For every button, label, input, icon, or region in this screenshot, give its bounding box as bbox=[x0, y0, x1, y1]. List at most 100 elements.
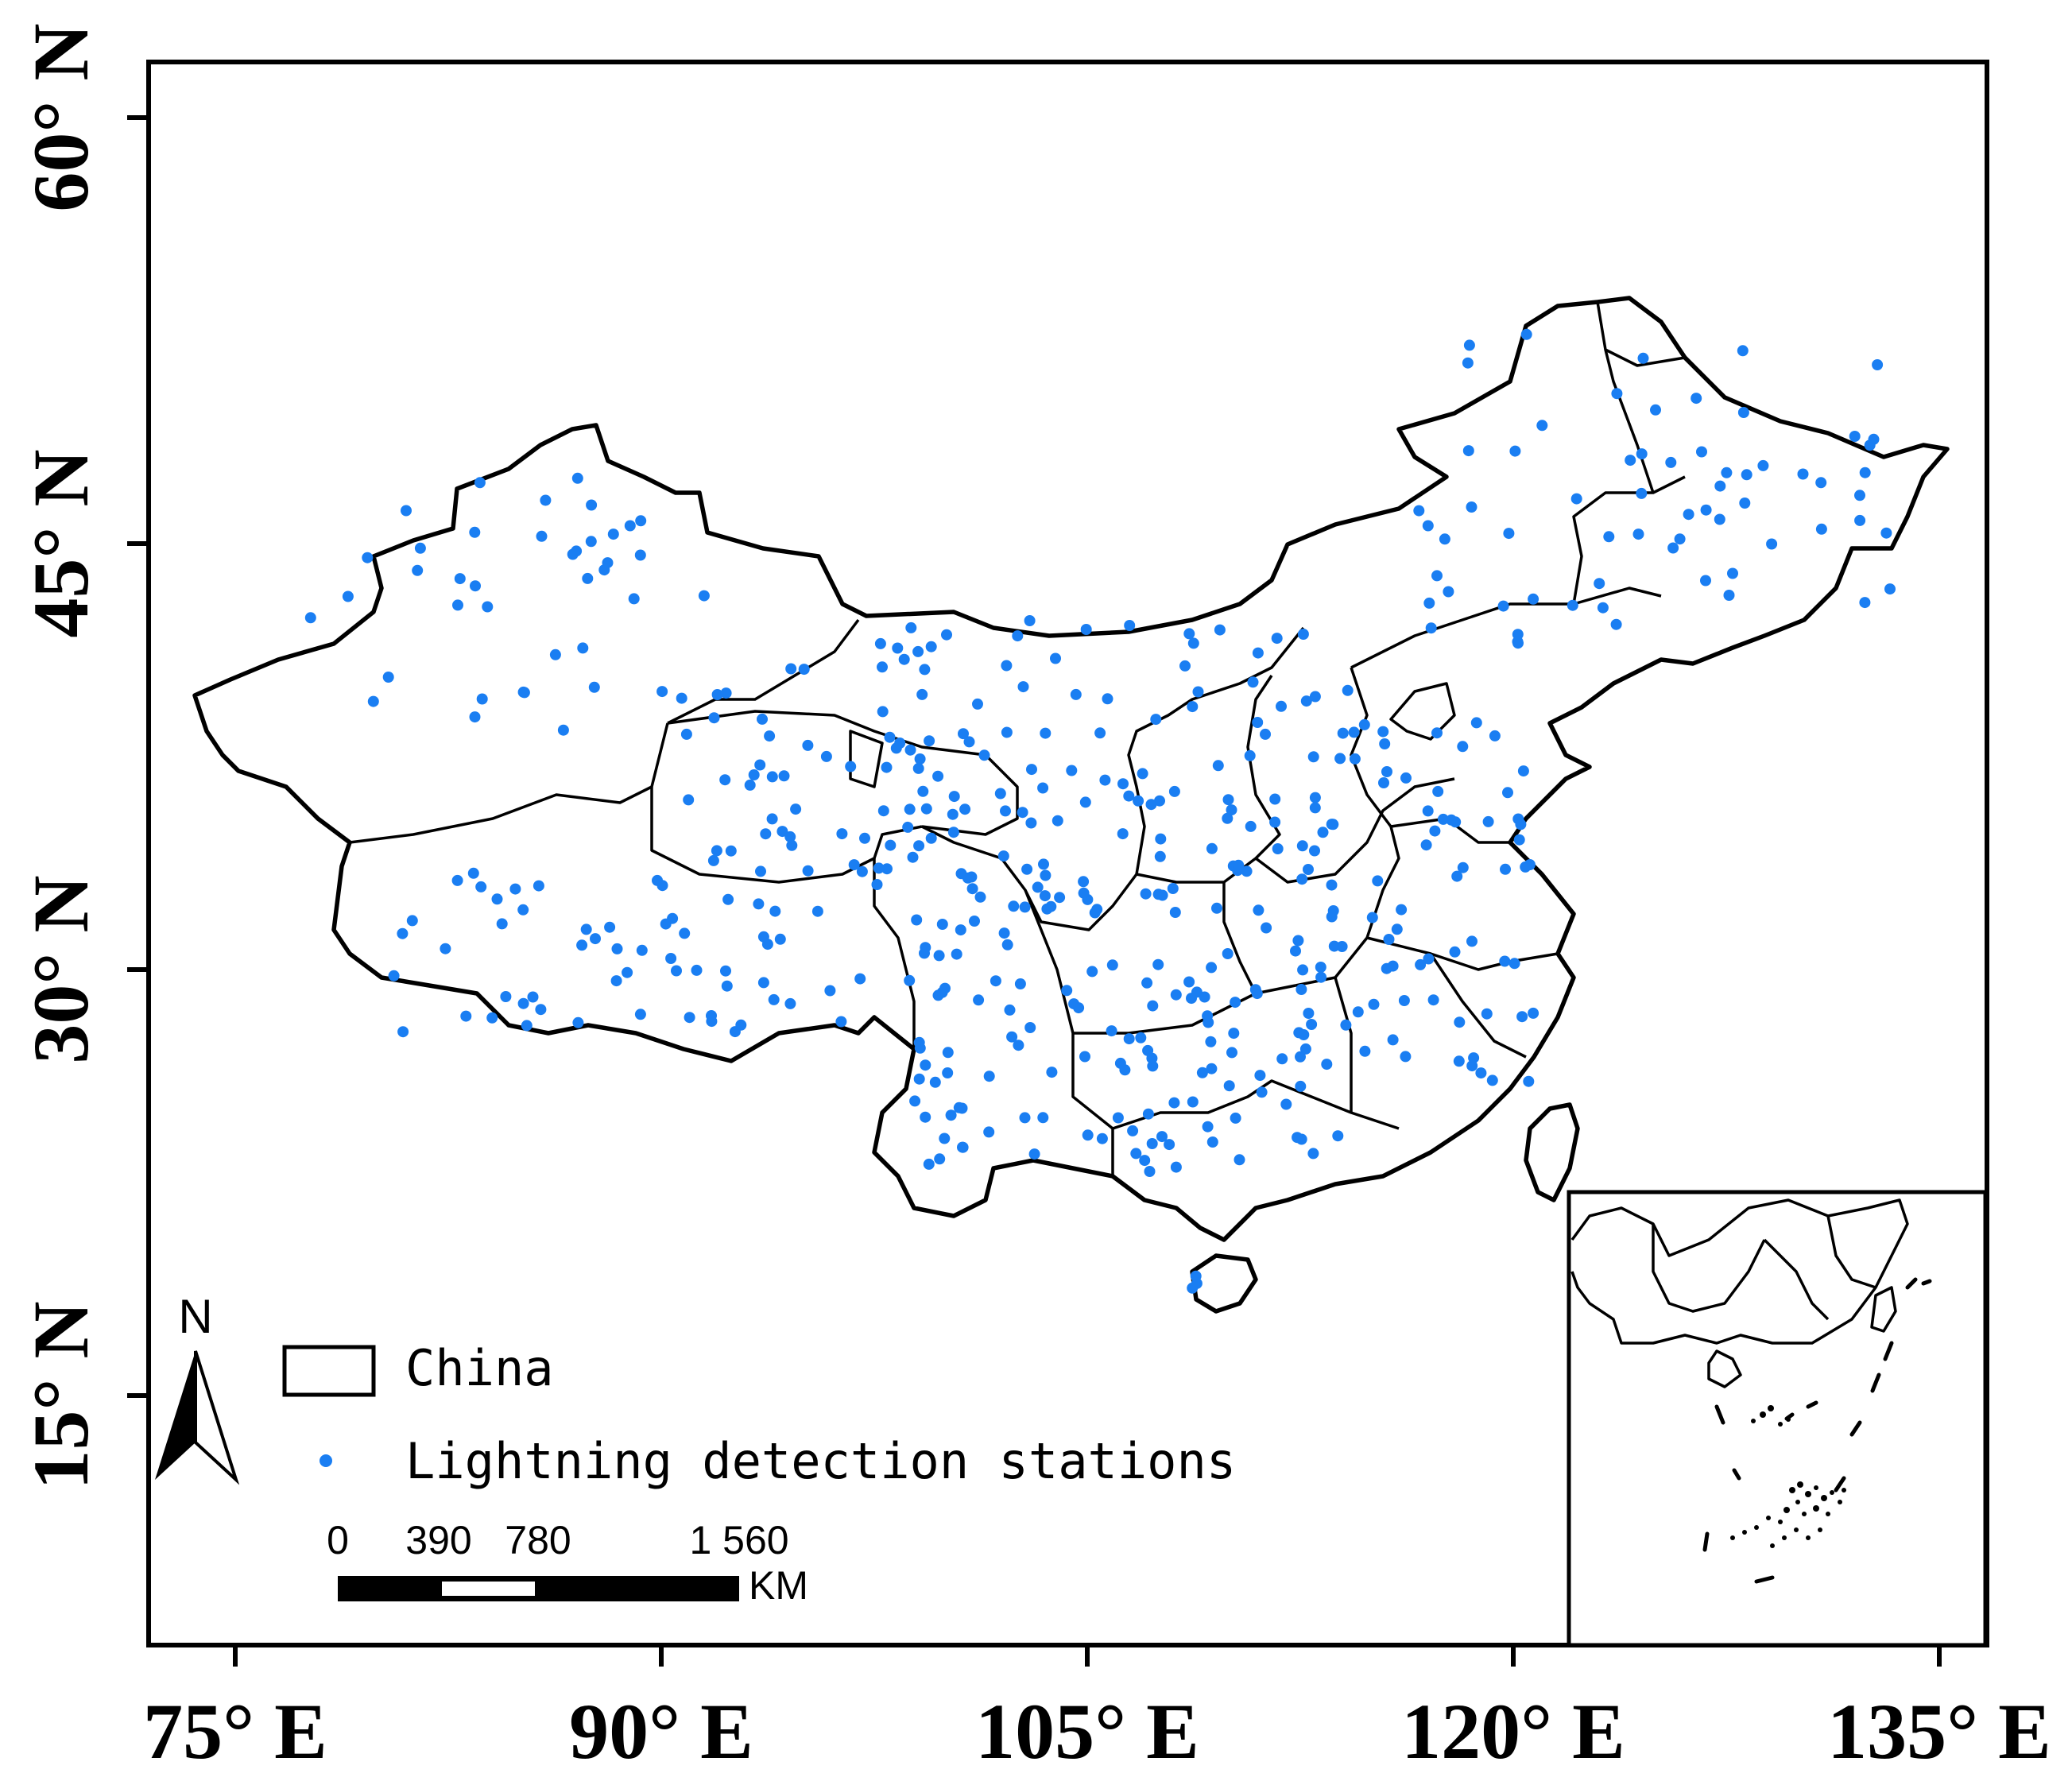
station-point bbox=[1124, 620, 1136, 631]
station-point bbox=[1241, 865, 1253, 877]
station-point bbox=[1714, 480, 1726, 492]
station-point bbox=[778, 770, 790, 782]
station-point bbox=[451, 874, 463, 886]
station-point bbox=[1256, 1086, 1268, 1098]
station-point bbox=[754, 759, 766, 771]
station-point bbox=[973, 994, 985, 1006]
station-point bbox=[969, 916, 980, 927]
station-point bbox=[1252, 647, 1264, 659]
station-point bbox=[476, 693, 488, 705]
station-point bbox=[1854, 490, 1865, 501]
station-point bbox=[1425, 622, 1437, 634]
station-point bbox=[540, 494, 552, 506]
station-point bbox=[911, 914, 923, 926]
station-point bbox=[881, 761, 893, 773]
scale-unit: KM bbox=[749, 1563, 808, 1608]
station-point bbox=[1206, 1136, 1218, 1148]
station-point bbox=[680, 728, 692, 740]
station-point bbox=[955, 924, 966, 936]
station-point bbox=[624, 520, 636, 532]
station-point bbox=[683, 794, 695, 806]
station-point bbox=[1872, 359, 1884, 370]
station-point bbox=[536, 530, 548, 542]
station-point bbox=[1040, 727, 1051, 739]
station-point bbox=[983, 1126, 995, 1138]
station-point bbox=[469, 711, 481, 723]
station-point bbox=[607, 528, 619, 540]
station-point bbox=[925, 832, 937, 844]
station-point bbox=[1449, 946, 1461, 958]
station-point bbox=[1683, 509, 1694, 521]
scale-label-780: 780 bbox=[505, 1518, 571, 1562]
station-point bbox=[917, 785, 929, 797]
station-point bbox=[785, 663, 797, 675]
station-point bbox=[1439, 533, 1450, 545]
station-point bbox=[1423, 953, 1435, 965]
station-point bbox=[966, 883, 978, 895]
station-point bbox=[1432, 785, 1444, 797]
station-point bbox=[635, 515, 647, 527]
station-point bbox=[440, 943, 451, 954]
station-point bbox=[1391, 923, 1403, 935]
station-point bbox=[1203, 1016, 1214, 1028]
station-point bbox=[907, 851, 919, 863]
station-point bbox=[1254, 1070, 1266, 1082]
station-point bbox=[1292, 1132, 1303, 1144]
station-point bbox=[1500, 863, 1511, 875]
station-point bbox=[1378, 777, 1389, 788]
station-point bbox=[904, 974, 916, 986]
station-point bbox=[757, 713, 768, 725]
station-point bbox=[948, 791, 960, 803]
station-point bbox=[1004, 1004, 1016, 1016]
station-point bbox=[1170, 989, 1182, 1001]
station-point bbox=[580, 923, 592, 935]
station-point bbox=[1247, 676, 1259, 688]
station-point bbox=[1398, 995, 1410, 1006]
station-point bbox=[412, 564, 424, 576]
station-point bbox=[1868, 433, 1880, 445]
station-point bbox=[902, 821, 914, 833]
station-point bbox=[920, 1059, 931, 1071]
station-point bbox=[1006, 1031, 1018, 1043]
station-point bbox=[769, 905, 781, 917]
station-point bbox=[947, 808, 959, 820]
station-point bbox=[1102, 693, 1113, 705]
station-point bbox=[1024, 615, 1036, 626]
station-point bbox=[894, 738, 906, 749]
station-point bbox=[1387, 1034, 1399, 1046]
station-point bbox=[1423, 597, 1435, 609]
station-point bbox=[920, 1111, 931, 1123]
station-point bbox=[454, 573, 466, 585]
station-point bbox=[1334, 753, 1346, 765]
station-point bbox=[1632, 528, 1644, 540]
station-point bbox=[1206, 1063, 1218, 1074]
station-point bbox=[932, 770, 944, 782]
station-point bbox=[1691, 393, 1702, 405]
station-point bbox=[496, 918, 508, 930]
station-point bbox=[1603, 531, 1615, 543]
x-tick-label-75: 75° E bbox=[143, 1687, 327, 1775]
station-point bbox=[656, 880, 668, 892]
station-point bbox=[711, 845, 722, 857]
station-point bbox=[1431, 570, 1443, 582]
station-point bbox=[1032, 881, 1044, 893]
station-point bbox=[904, 744, 916, 756]
station-point bbox=[304, 612, 316, 624]
station-point bbox=[1296, 840, 1308, 852]
y-tick-label-60: 60° N bbox=[17, 23, 105, 211]
station-point bbox=[1859, 597, 1871, 609]
station-point bbox=[942, 1047, 954, 1059]
station-point bbox=[722, 893, 734, 905]
station-point bbox=[1139, 1155, 1151, 1167]
x-tick-label-135: 135° E bbox=[1827, 1687, 2051, 1775]
station-point bbox=[452, 599, 463, 611]
station-point bbox=[1222, 812, 1234, 824]
station-point bbox=[1880, 527, 1892, 539]
station-point bbox=[1431, 727, 1443, 739]
station-point bbox=[636, 944, 648, 956]
station-point bbox=[1295, 984, 1307, 995]
station-point bbox=[1422, 805, 1434, 817]
station-point bbox=[382, 672, 394, 683]
stations-layer bbox=[304, 328, 1896, 1294]
station-point bbox=[1154, 850, 1166, 862]
